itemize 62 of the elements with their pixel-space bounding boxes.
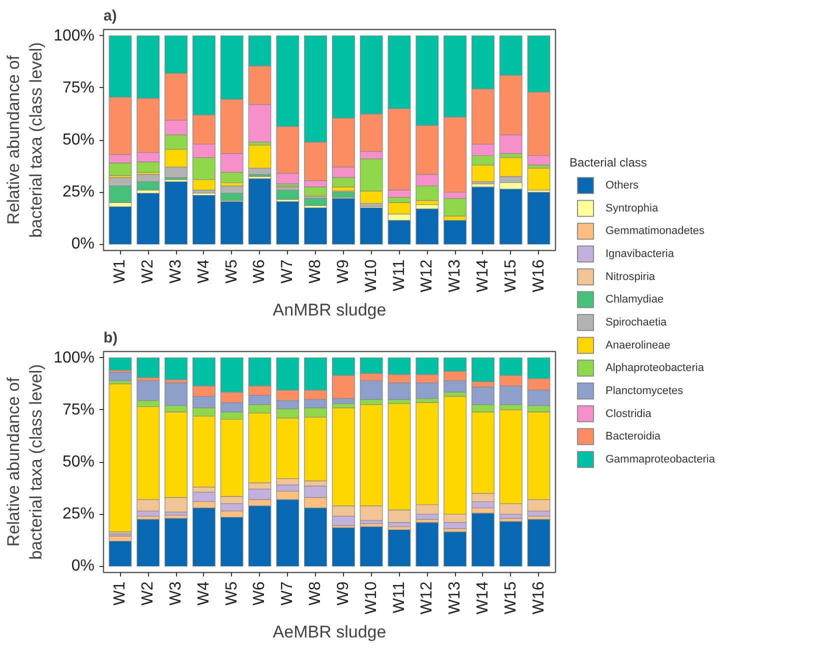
legend-label: Ignavibacteria [606,248,675,260]
x-tick-label: W11 [390,259,408,292]
legend-label: Nitrospiria [606,270,656,283]
x-tick-label: W13 [446,581,464,614]
legend-label: Gemmatimonadetes [606,225,706,238]
x-tick-label: W5 [223,259,240,284]
x-tick-label: W2 [140,581,157,606]
x-tick-label: W6 [251,581,268,606]
legend-label: Syntrophia [606,202,659,214]
x-tick-label: W10 [362,259,380,292]
x-tick-label: W1 [112,259,129,284]
x-tick-label: W4 [195,259,212,284]
legend-title: Bacterial class [570,156,647,170]
x-tick-label: W3 [168,259,185,284]
x-axis-title: AeMBR sludge [272,622,386,642]
x-tick-label: W16 [530,259,548,292]
x-tick-label: W13 [446,259,464,292]
x-tick-label: W15 [502,259,520,292]
y-axis-title: Relative abundance of bacterial taxa (class level) [4,364,46,560]
legend-label: Bacteroidia [606,430,662,443]
x-tick-label: W14 [474,259,492,292]
y-axis-title: Relative abundance of bacterial taxa (class level) [4,42,46,238]
x-tick-label: W6 [251,259,268,284]
x-tick-label: W5 [223,581,240,606]
legend-label: Anaerolineae [606,339,670,352]
x-tick-label: W4 [195,581,212,606]
legend-label: Spirochaetia [606,316,668,328]
legend-label: Others [606,180,640,192]
chart-title: b) [104,330,118,346]
x-tick-label: W15 [502,581,520,614]
y-tick-label: 75% [62,79,95,96]
y-tick-label: 50% [62,454,95,470]
x-tick-label: W2 [140,259,157,284]
x-tick-label: W12 [418,581,436,614]
x-tick-label: W7 [279,259,296,284]
y-tick-label: 75% [62,401,95,418]
legend-label: Chlamydiae [606,294,664,306]
y-tick-label: 50% [62,132,95,148]
y-tick-label: 100% [54,27,94,44]
x-tick-label: W7 [279,581,296,606]
x-tick-label: W14 [474,581,492,614]
y-tick-label: 25% [62,506,95,523]
x-tick-label: W1 [112,581,129,606]
y-tick-label: 0% [71,236,94,253]
y-tick-label: 25% [62,184,95,201]
x-tick-label: W8 [307,581,324,606]
x-tick-label: W8 [307,259,324,284]
y-tick-label: 100% [54,349,94,366]
x-tick-label: W12 [418,259,436,292]
x-tick-label: W9 [334,259,352,284]
x-axis-title: AnMBR sludge [272,300,386,320]
x-tick-label: W9 [334,581,352,606]
legend-label: Alphaproteobacteria [606,362,705,374]
x-tick-label: W11 [390,581,408,614]
x-tick-label: W10 [362,581,380,614]
x-tick-label: W3 [168,581,185,606]
legend-label: Clostridia [606,408,652,420]
chart-title: a) [104,8,117,24]
legend-label: Gammaproteobacteria [606,453,716,466]
y-tick-label: 0% [71,558,94,575]
x-tick-label: W16 [530,581,548,614]
legend-label: Planctomycetes [606,384,684,397]
